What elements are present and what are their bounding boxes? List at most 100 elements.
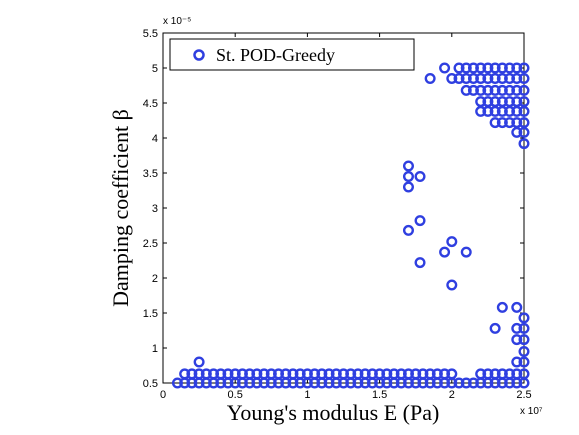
data-point	[511, 72, 523, 84]
data-point	[446, 72, 458, 84]
data-point	[482, 62, 494, 74]
y-tick-label: 3	[152, 203, 158, 215]
data-point	[518, 346, 530, 358]
data-point	[402, 368, 414, 380]
data-point	[518, 322, 530, 334]
data-point	[446, 368, 458, 380]
data-point	[467, 377, 479, 389]
data-point	[504, 368, 516, 380]
data-point	[424, 368, 436, 380]
data-point	[395, 368, 407, 380]
legend-box	[169, 38, 415, 71]
y-tick-label: 5.5	[143, 28, 158, 40]
data-point	[496, 84, 508, 96]
data-point	[482, 105, 494, 117]
data-point	[414, 215, 426, 227]
data-point	[179, 368, 191, 380]
legend: St. POD-Greedy	[169, 38, 415, 71]
y-axis-multiplier: x 10⁻⁵	[163, 16, 191, 27]
data-point	[280, 368, 292, 380]
data-point	[222, 368, 234, 380]
data-point	[345, 368, 357, 380]
data-point	[186, 368, 198, 380]
data-point	[511, 356, 523, 368]
data-point	[193, 368, 205, 380]
data-point	[460, 84, 472, 96]
data-point	[496, 62, 508, 74]
x-tick-label: 2	[449, 389, 455, 401]
y-tick-label: 4.5	[143, 98, 158, 110]
data-point	[504, 62, 516, 74]
y-tick-label: 3.5	[143, 168, 158, 180]
data-point	[475, 368, 487, 380]
y-tick-label: 5	[152, 63, 158, 75]
x-axis-label: Young's modulus E (Pa)	[227, 400, 440, 425]
data-point	[171, 377, 183, 389]
data-point	[518, 126, 530, 138]
data-point	[511, 84, 523, 96]
data-point	[496, 105, 508, 117]
data-point	[446, 236, 458, 248]
data-point	[518, 312, 530, 324]
data-point	[475, 72, 487, 84]
data-point	[402, 224, 414, 236]
data-point	[359, 368, 371, 380]
data-point	[251, 368, 263, 380]
data-point	[467, 84, 479, 96]
data-point	[496, 368, 508, 380]
data-point	[366, 368, 378, 380]
data-point	[431, 368, 443, 380]
data-point	[467, 62, 479, 74]
data-point	[460, 72, 472, 84]
data-point	[518, 72, 530, 84]
data-point	[273, 368, 285, 380]
data-point	[244, 368, 256, 380]
data-point	[467, 72, 479, 84]
data-point	[265, 368, 277, 380]
data-point	[323, 368, 335, 380]
data-point	[460, 62, 472, 74]
data-point	[511, 301, 523, 313]
data-point	[518, 96, 530, 108]
data-points	[171, 62, 530, 389]
data-point	[402, 160, 414, 172]
y-tick-label: 4	[152, 133, 158, 145]
data-point	[518, 84, 530, 96]
data-point	[414, 257, 426, 269]
y-tick-label: 0.5	[143, 378, 158, 390]
data-point	[381, 368, 393, 380]
data-point	[439, 368, 451, 380]
data-point	[518, 105, 530, 117]
x-axis-ticks: 0 0.5 1 1.5 2 2.5	[160, 33, 532, 401]
data-point	[511, 126, 523, 138]
y-tick-label: 1	[152, 343, 158, 355]
data-point	[475, 105, 487, 117]
data-point	[410, 368, 422, 380]
data-point	[294, 368, 306, 380]
data-point	[352, 368, 364, 380]
data-point	[511, 62, 523, 74]
data-point	[511, 334, 523, 346]
data-point	[482, 368, 494, 380]
data-point	[439, 246, 451, 258]
data-point	[338, 368, 350, 380]
data-point	[424, 72, 436, 84]
data-point	[489, 62, 501, 74]
x-tick-label: 1	[304, 389, 310, 401]
x-tick-label: 0	[160, 389, 166, 401]
data-point	[482, 96, 494, 108]
data-point	[489, 117, 501, 129]
data-point	[489, 96, 501, 108]
data-point	[504, 105, 516, 117]
data-point	[518, 334, 530, 346]
data-point	[504, 72, 516, 84]
data-point	[193, 356, 205, 368]
data-point	[200, 368, 212, 380]
data-point	[309, 368, 321, 380]
data-point	[496, 96, 508, 108]
data-point	[518, 368, 530, 380]
data-point	[446, 279, 458, 291]
x-tick-label: 2.5	[516, 389, 531, 401]
data-point	[489, 322, 501, 334]
y-tick-label: 2.5	[143, 238, 158, 250]
